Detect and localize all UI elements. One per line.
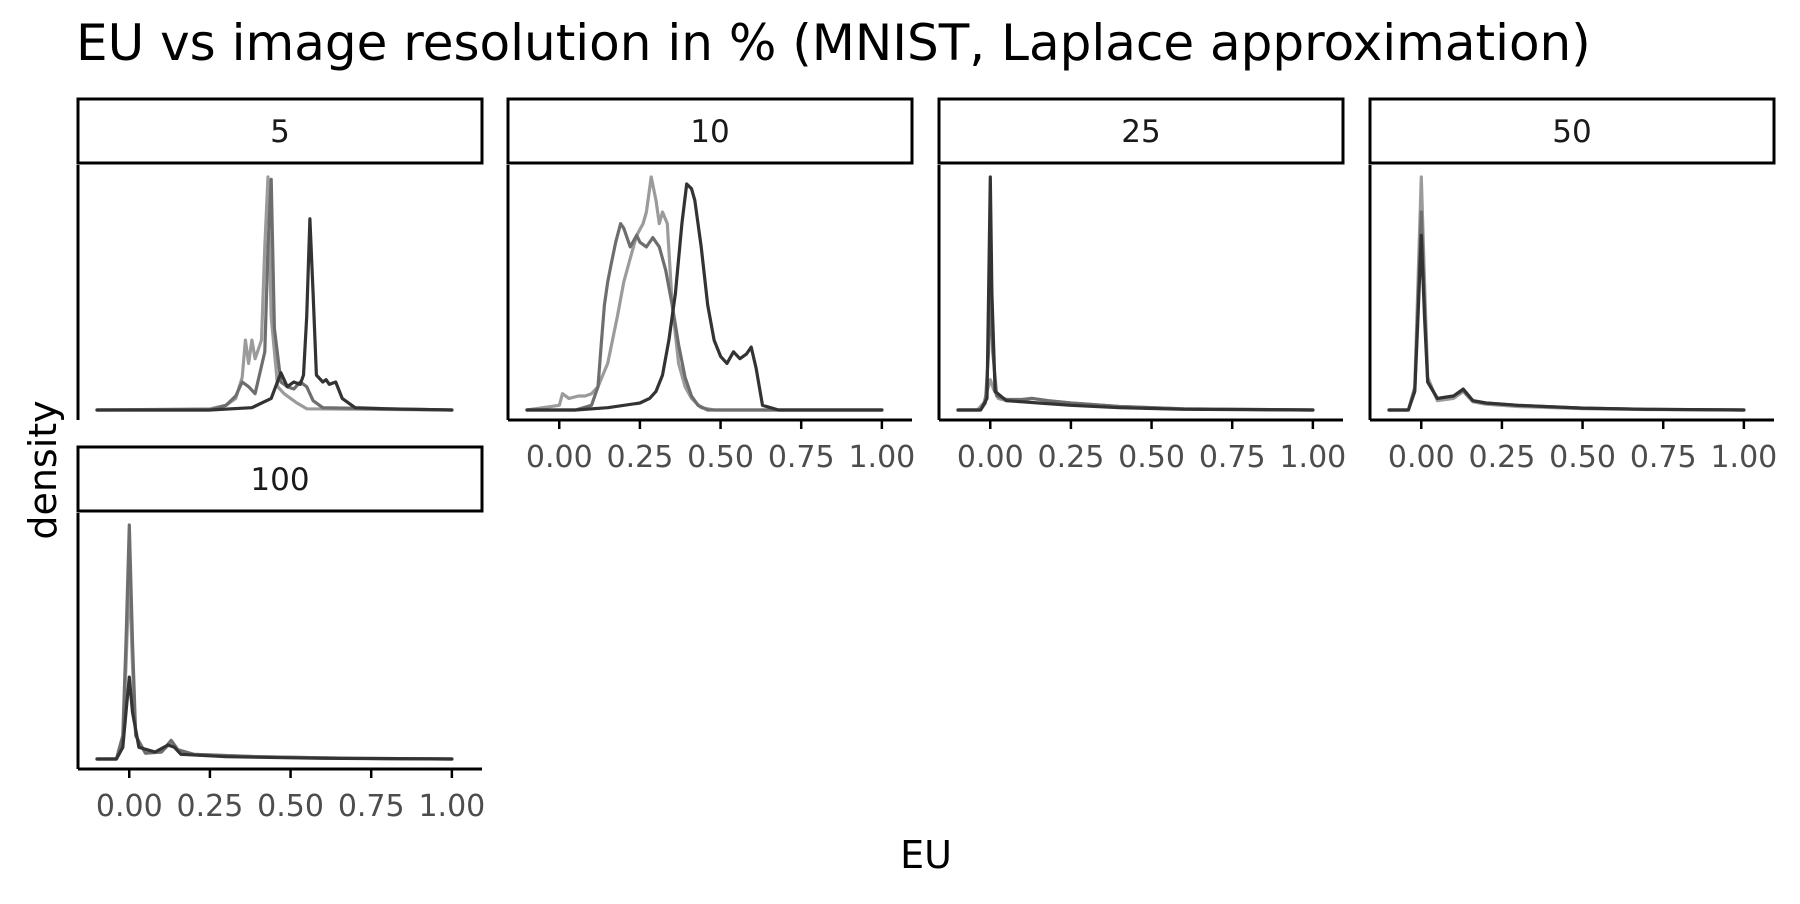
x-tick-label: 0.75 xyxy=(1630,440,1697,475)
x-tick-label: 0.00 xyxy=(957,440,1024,475)
x-tick-label: 1.00 xyxy=(418,789,485,824)
x-tick-label: 0.00 xyxy=(526,440,593,475)
x-tick-label: 0.50 xyxy=(1549,440,1616,475)
chart-title: EU vs image resolution in % (MNIST, Lapl… xyxy=(76,14,1591,72)
x-tick-label: 0.00 xyxy=(1388,440,1455,475)
x-tick-label: 0.25 xyxy=(607,440,674,475)
x-tick-label: 1.00 xyxy=(1279,440,1346,475)
facet-strip-label: 100 xyxy=(250,462,309,498)
density-line-series-1 xyxy=(95,675,454,761)
x-tick-label: 0.50 xyxy=(687,440,754,475)
facet-strip xyxy=(506,97,914,165)
facet-panel-10: 10 0.00 0.25 0.50 0.75 1.00 xyxy=(506,97,915,475)
facet-panels: 5 10 0.00 0.25 0.50 0.75 1.00 25 0.00 0.25 0.50 0.7… xyxy=(76,97,1777,824)
x-tick-label: 0.00 xyxy=(96,789,163,824)
density-line-series-2 xyxy=(525,222,884,412)
density-line-series-3 xyxy=(1387,175,1746,412)
facet-panel-5: 5 xyxy=(76,97,484,420)
density-line-series-1 xyxy=(525,182,884,412)
x-tick-label: 0.75 xyxy=(338,789,405,824)
x-axis-label: EU xyxy=(900,833,952,877)
x-tick-label: 1.00 xyxy=(848,440,915,475)
facet-strip xyxy=(76,97,484,165)
facet-strip-label: 25 xyxy=(1121,114,1160,150)
density-line-series-2 xyxy=(1387,210,1746,412)
facet-panel-25: 25 0.00 0.25 0.50 0.75 1.00 xyxy=(937,97,1346,475)
density-line-series-2 xyxy=(95,523,454,761)
facet-strip xyxy=(937,97,1345,165)
facet-strip-label: 5 xyxy=(270,114,290,150)
x-tick-label: 0.50 xyxy=(1118,440,1185,475)
x-tick-label: 0.25 xyxy=(177,789,244,824)
y-axis-label: density xyxy=(21,400,65,539)
facet-strip-label: 10 xyxy=(690,114,729,150)
density-line-series-3 xyxy=(525,175,884,412)
x-tick-label: 1.00 xyxy=(1710,440,1777,475)
x-tick-label: 0.25 xyxy=(1038,440,1105,475)
facet-strip xyxy=(1368,97,1776,165)
density-line-series-3 xyxy=(956,378,1315,412)
density-line-series-1 xyxy=(956,175,1315,412)
x-tick-label: 0.50 xyxy=(257,789,324,824)
facet-panel-100: 100 0.00 0.25 0.50 0.75 1.00 xyxy=(76,445,485,824)
density-line-series-2 xyxy=(956,280,1315,412)
facet-strip xyxy=(76,445,484,513)
x-tick-label: 0.75 xyxy=(1199,440,1266,475)
x-tick-label: 0.75 xyxy=(768,440,835,475)
facet-strip-label: 50 xyxy=(1552,114,1591,150)
density-line-series-3 xyxy=(95,175,454,412)
density-line-series-1 xyxy=(95,217,454,412)
density-line-series-2 xyxy=(95,177,454,412)
density-line-series-1 xyxy=(1387,233,1746,412)
x-tick-label: 0.25 xyxy=(1469,440,1536,475)
density-line-series-3 xyxy=(95,570,454,761)
facet-panel-50: 50 0.00 0.25 0.50 0.75 1.00 xyxy=(1368,97,1777,475)
